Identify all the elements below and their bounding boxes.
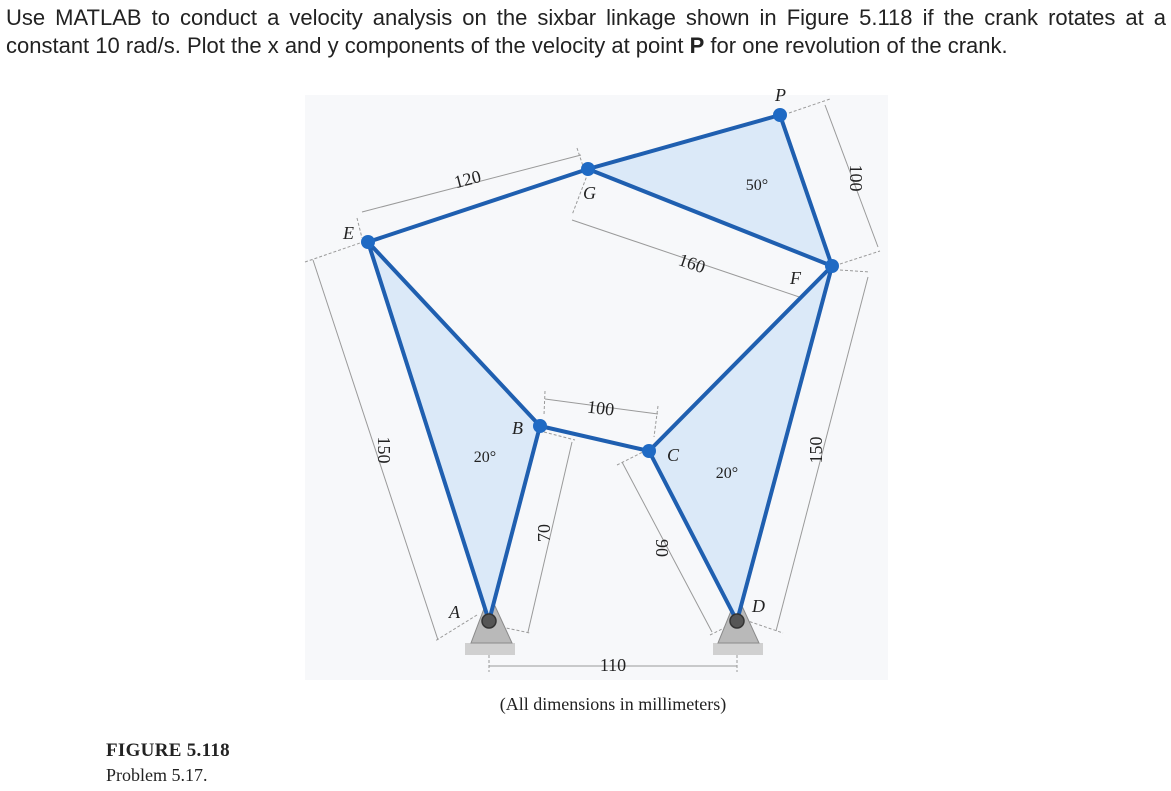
label-f: F <box>789 268 802 288</box>
dim-ad: 110 <box>600 655 626 675</box>
dim-ab: 70 <box>534 524 554 542</box>
angle-d: 20° <box>716 465 738 482</box>
link-eg <box>366 167 590 244</box>
problem-text-after: for one revolution of the crank. <box>704 33 1008 58</box>
dimension-lines <box>304 98 881 672</box>
pivot-d <box>729 613 745 629</box>
figure-caption-subtitle: Problem 5.17. <box>106 765 208 785</box>
joint-g <box>581 162 595 176</box>
problem-text-before: Use MATLAB to conduct a velocity analysi… <box>6 5 1166 58</box>
dim-fd: 150 <box>806 437 826 464</box>
label-c: C <box>667 445 680 465</box>
joint-e <box>361 235 375 249</box>
label-b: B <box>512 418 523 438</box>
angle-a: 20° <box>474 449 496 466</box>
ternary-link-eab <box>366 240 542 623</box>
label-g: G <box>583 183 596 203</box>
units-note: (All dimensions in millimeters) <box>500 694 726 715</box>
dim-ea: 150 <box>374 437 394 464</box>
link-bc <box>538 424 651 453</box>
dim-bc: 100 <box>586 396 615 419</box>
label-p: P <box>774 85 786 105</box>
point-labels: P G E F B C A D <box>342 85 802 622</box>
ternary-link-gpf <box>586 113 834 268</box>
joint-c <box>642 444 656 458</box>
label-e: E <box>342 223 354 243</box>
angle-labels: 50° 20° 20° <box>474 177 768 482</box>
label-d: D <box>751 596 765 616</box>
problem-point-label: P <box>689 33 705 58</box>
dim-cd: 90 <box>652 539 672 557</box>
angle-p: 50° <box>746 177 768 194</box>
pivot-a <box>481 613 497 629</box>
joint-f <box>825 259 839 273</box>
ternary-link-fdc <box>647 264 834 623</box>
dim-fp: 100 <box>846 165 866 192</box>
label-a: A <box>448 602 461 622</box>
figure-caption-title: FIGURE 5.118 <box>106 740 230 761</box>
joint-p <box>773 108 787 122</box>
joint-b <box>533 419 547 433</box>
problem-statement: Use MATLAB to conduct a velocity analysi… <box>6 4 1166 60</box>
